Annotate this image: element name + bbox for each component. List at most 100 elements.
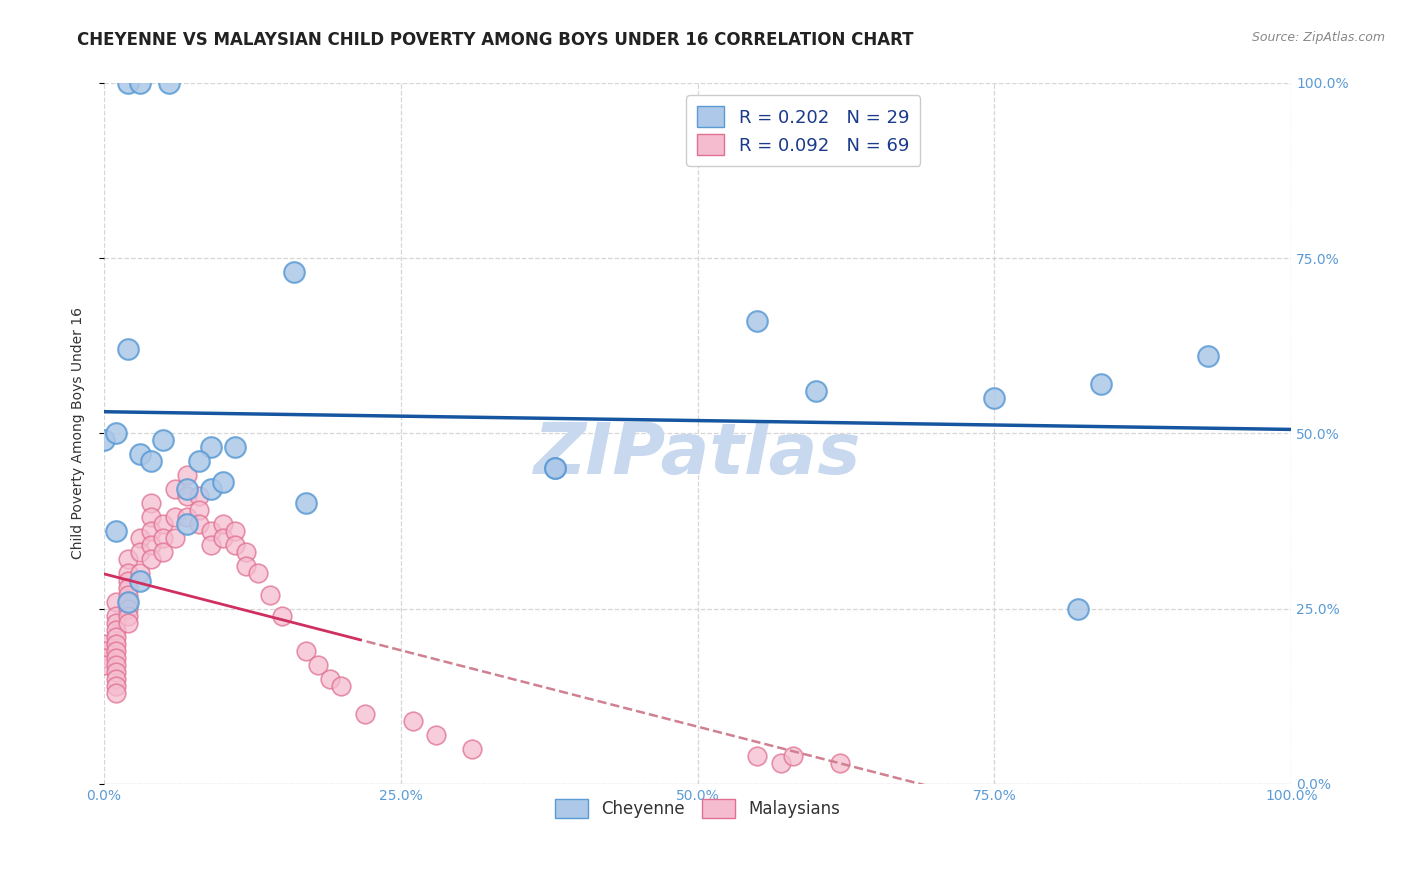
Point bbox=[104, 679, 127, 693]
Point bbox=[318, 672, 340, 686]
Point bbox=[307, 657, 329, 672]
Point bbox=[104, 608, 127, 623]
Point bbox=[104, 672, 127, 686]
Point bbox=[141, 454, 163, 468]
Point bbox=[176, 468, 198, 483]
Point bbox=[544, 461, 567, 475]
Point bbox=[117, 601, 139, 615]
Point bbox=[104, 594, 127, 608]
Point bbox=[176, 483, 198, 497]
Point bbox=[117, 552, 139, 566]
Point bbox=[152, 532, 174, 546]
Point bbox=[211, 517, 233, 532]
Point bbox=[247, 566, 270, 581]
Point bbox=[141, 524, 163, 539]
Point bbox=[117, 615, 139, 630]
Point bbox=[128, 532, 150, 546]
Point bbox=[200, 483, 222, 497]
Point bbox=[188, 454, 211, 468]
Point bbox=[117, 574, 139, 588]
Point bbox=[93, 657, 115, 672]
Point bbox=[295, 496, 318, 510]
Point bbox=[128, 76, 150, 90]
Point bbox=[745, 748, 768, 763]
Text: CHEYENNE VS MALAYSIAN CHILD POVERTY AMONG BOYS UNDER 16 CORRELATION CHART: CHEYENNE VS MALAYSIAN CHILD POVERTY AMON… bbox=[77, 31, 914, 49]
Point bbox=[271, 608, 294, 623]
Point bbox=[224, 524, 246, 539]
Point bbox=[224, 539, 246, 553]
Point bbox=[165, 510, 187, 524]
Point bbox=[152, 545, 174, 559]
Point bbox=[104, 657, 127, 672]
Point bbox=[782, 748, 804, 763]
Point bbox=[152, 434, 174, 448]
Point bbox=[165, 532, 187, 546]
Point bbox=[402, 714, 425, 728]
Point bbox=[211, 475, 233, 490]
Point bbox=[544, 461, 567, 475]
Point bbox=[117, 343, 139, 357]
Point bbox=[176, 490, 198, 504]
Point bbox=[354, 706, 377, 721]
Point bbox=[188, 490, 211, 504]
Point bbox=[330, 679, 353, 693]
Text: ZIPatlas: ZIPatlas bbox=[534, 420, 862, 489]
Point bbox=[425, 728, 447, 742]
Point bbox=[283, 265, 305, 279]
Point bbox=[117, 566, 139, 581]
Point bbox=[93, 636, 115, 650]
Point bbox=[128, 574, 150, 588]
Point bbox=[117, 594, 139, 608]
Point bbox=[141, 510, 163, 524]
Point bbox=[235, 545, 257, 559]
Point bbox=[104, 630, 127, 644]
Point bbox=[1197, 349, 1219, 363]
Point bbox=[104, 685, 127, 699]
Point bbox=[188, 517, 211, 532]
Point bbox=[769, 756, 792, 770]
Point bbox=[117, 588, 139, 602]
Point bbox=[165, 483, 187, 497]
Point bbox=[117, 594, 139, 608]
Point bbox=[295, 643, 318, 657]
Point bbox=[983, 392, 1005, 406]
Point bbox=[200, 524, 222, 539]
Y-axis label: Child Poverty Among Boys Under 16: Child Poverty Among Boys Under 16 bbox=[72, 308, 86, 559]
Point bbox=[224, 441, 246, 455]
Point bbox=[176, 517, 198, 532]
Point bbox=[128, 566, 150, 581]
Point bbox=[104, 623, 127, 637]
Point bbox=[117, 581, 139, 595]
Point bbox=[117, 608, 139, 623]
Point bbox=[93, 434, 115, 448]
Point bbox=[200, 539, 222, 553]
Point bbox=[141, 496, 163, 510]
Point bbox=[176, 510, 198, 524]
Point bbox=[211, 532, 233, 546]
Point bbox=[117, 76, 139, 90]
Point bbox=[141, 539, 163, 553]
Point bbox=[152, 517, 174, 532]
Point bbox=[461, 741, 484, 756]
Point bbox=[104, 636, 127, 650]
Point bbox=[830, 756, 852, 770]
Point bbox=[806, 384, 828, 399]
Point bbox=[93, 643, 115, 657]
Point bbox=[104, 665, 127, 679]
Point bbox=[104, 524, 127, 539]
Point bbox=[200, 441, 222, 455]
Point bbox=[128, 447, 150, 461]
Point bbox=[188, 503, 211, 517]
Text: Source: ZipAtlas.com: Source: ZipAtlas.com bbox=[1251, 31, 1385, 45]
Point bbox=[104, 643, 127, 657]
Point bbox=[259, 588, 281, 602]
Point bbox=[93, 650, 115, 665]
Point bbox=[128, 545, 150, 559]
Point bbox=[157, 76, 180, 90]
Point bbox=[235, 559, 257, 574]
Point bbox=[745, 314, 768, 328]
Point bbox=[141, 552, 163, 566]
Point bbox=[104, 650, 127, 665]
Point bbox=[1090, 377, 1112, 392]
Legend: Cheyenne, Malaysians: Cheyenne, Malaysians bbox=[548, 792, 846, 824]
